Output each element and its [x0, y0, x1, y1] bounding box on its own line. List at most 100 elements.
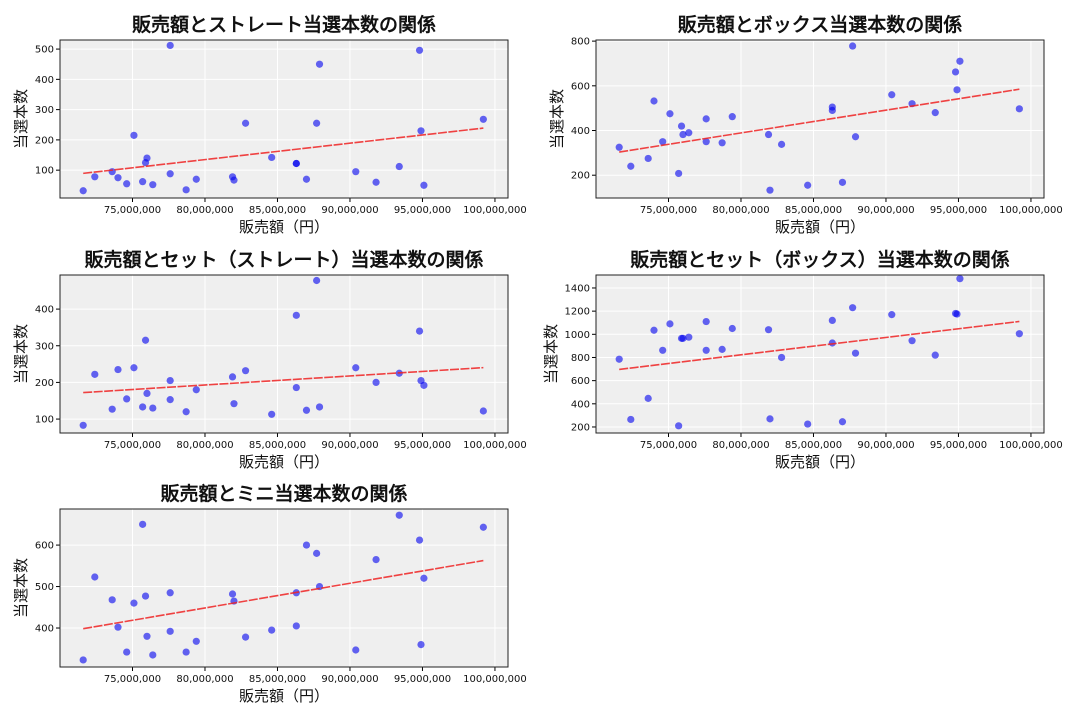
data-point: [420, 574, 428, 582]
data-point: [166, 396, 174, 404]
data-point: [615, 143, 623, 151]
data-point: [139, 520, 147, 528]
data-point: [838, 178, 847, 186]
data-point: [666, 110, 674, 118]
x-tick-label: 80,000,000: [712, 205, 769, 216]
y-tick-label: 400: [35, 75, 54, 86]
data-point: [315, 403, 324, 411]
data-point: [479, 407, 487, 415]
data-point: [268, 153, 276, 162]
data-point: [241, 367, 250, 375]
trend-line: [619, 88, 1020, 153]
y-tick-label: 500: [35, 45, 54, 56]
data-point: [91, 370, 99, 378]
subplot-title: 販売額とストレート当選本数の関係: [132, 13, 436, 36]
data-point: [417, 641, 425, 649]
data-point: [956, 57, 964, 65]
data-point: [627, 162, 635, 170]
x-axis-label: 販売額（円）: [239, 687, 329, 705]
data-point: [766, 415, 774, 423]
data-point: [123, 395, 131, 403]
y-axis-label: 当選本数: [542, 324, 560, 384]
y-axis-label: 当選本数: [12, 558, 30, 618]
data-point: [888, 311, 896, 319]
y-tick-label: 100: [35, 415, 54, 426]
data-point: [166, 627, 174, 635]
data-point: [149, 651, 157, 659]
data-point: [479, 523, 487, 531]
data-point: [241, 119, 250, 127]
data-point: [372, 555, 380, 564]
subplot-title: 販売額とミニ当選本数の関係: [160, 482, 407, 505]
y-tick-label: 800: [571, 37, 590, 48]
data-point: [79, 187, 87, 195]
x-axis-label: 販売額（円）: [775, 453, 865, 471]
x-tick-label: 80,000,000: [176, 440, 233, 451]
data-point: [675, 169, 683, 178]
x-tick-label: 95,000,000: [930, 205, 987, 216]
data-point: [851, 133, 860, 141]
data-point: [953, 86, 961, 94]
data-point: [139, 178, 147, 186]
x-tick-label: 100,000,000: [463, 205, 527, 216]
data-point: [108, 596, 116, 604]
x-axis-label: 販売額（円）: [775, 218, 865, 236]
data-point: [828, 106, 836, 114]
plot-frame: [59, 39, 509, 199]
x-axis-label: 販売額（円）: [239, 453, 329, 471]
data-point: [415, 536, 424, 544]
data-point: [675, 422, 683, 430]
data-point: [182, 186, 190, 194]
data-point: [372, 178, 380, 186]
data-point: [415, 327, 424, 335]
data-point: [79, 656, 87, 664]
y-tick-label: 200: [571, 171, 590, 182]
x-tick-label: 75,000,000: [640, 205, 697, 216]
data-point: [268, 626, 276, 634]
data-point: [679, 334, 687, 342]
x-tick-label: 90,000,000: [321, 674, 378, 685]
subplot-title: 販売額とボックス当選本数の関係: [678, 13, 962, 36]
y-tick-label: 200: [571, 422, 590, 433]
trend-line: [619, 320, 1020, 371]
data-point: [292, 383, 300, 392]
y-tick-label: 600: [35, 541, 54, 552]
data-point: [230, 176, 238, 184]
data-point: [166, 41, 174, 50]
data-point: [241, 633, 250, 641]
data-point: [728, 324, 736, 333]
x-tick-label: 95,000,000: [394, 440, 451, 451]
data-point: [192, 637, 200, 645]
data-point: [650, 97, 658, 105]
data-point: [851, 349, 860, 357]
plot-area: [60, 275, 508, 433]
x-axis-label: 販売額（円）: [239, 218, 329, 236]
data-point: [420, 181, 428, 189]
x-tick-label: 100,000,000: [463, 440, 527, 451]
subplot-1: 75,000,000 80,000,000 85,000,000 90,000,000…: [12, 13, 527, 236]
data-point: [804, 181, 812, 189]
plot-area: [60, 509, 508, 667]
data-point: [615, 355, 623, 363]
y-tick-label: 400: [571, 126, 590, 137]
data-point: [143, 389, 151, 398]
data-point: [139, 403, 147, 411]
data-point: [849, 304, 857, 312]
data-point: [130, 131, 138, 139]
x-tick-label: 100,000,000: [999, 205, 1063, 216]
y-tick-label: 200: [35, 378, 54, 389]
data-point: [417, 127, 425, 135]
data-point: [718, 139, 726, 147]
data-point: [114, 623, 122, 631]
x-tick-label: 75,000,000: [640, 440, 697, 451]
data-point: [420, 381, 428, 389]
data-point: [828, 316, 836, 325]
data-point: [130, 364, 138, 372]
data-point: [149, 404, 157, 412]
y-tick-label: 300: [35, 105, 54, 116]
x-tick-label: 75,000,000: [104, 674, 161, 685]
data-point: [764, 326, 773, 334]
data-point: [302, 406, 311, 414]
data-point: [166, 170, 174, 178]
data-point: [479, 115, 487, 123]
